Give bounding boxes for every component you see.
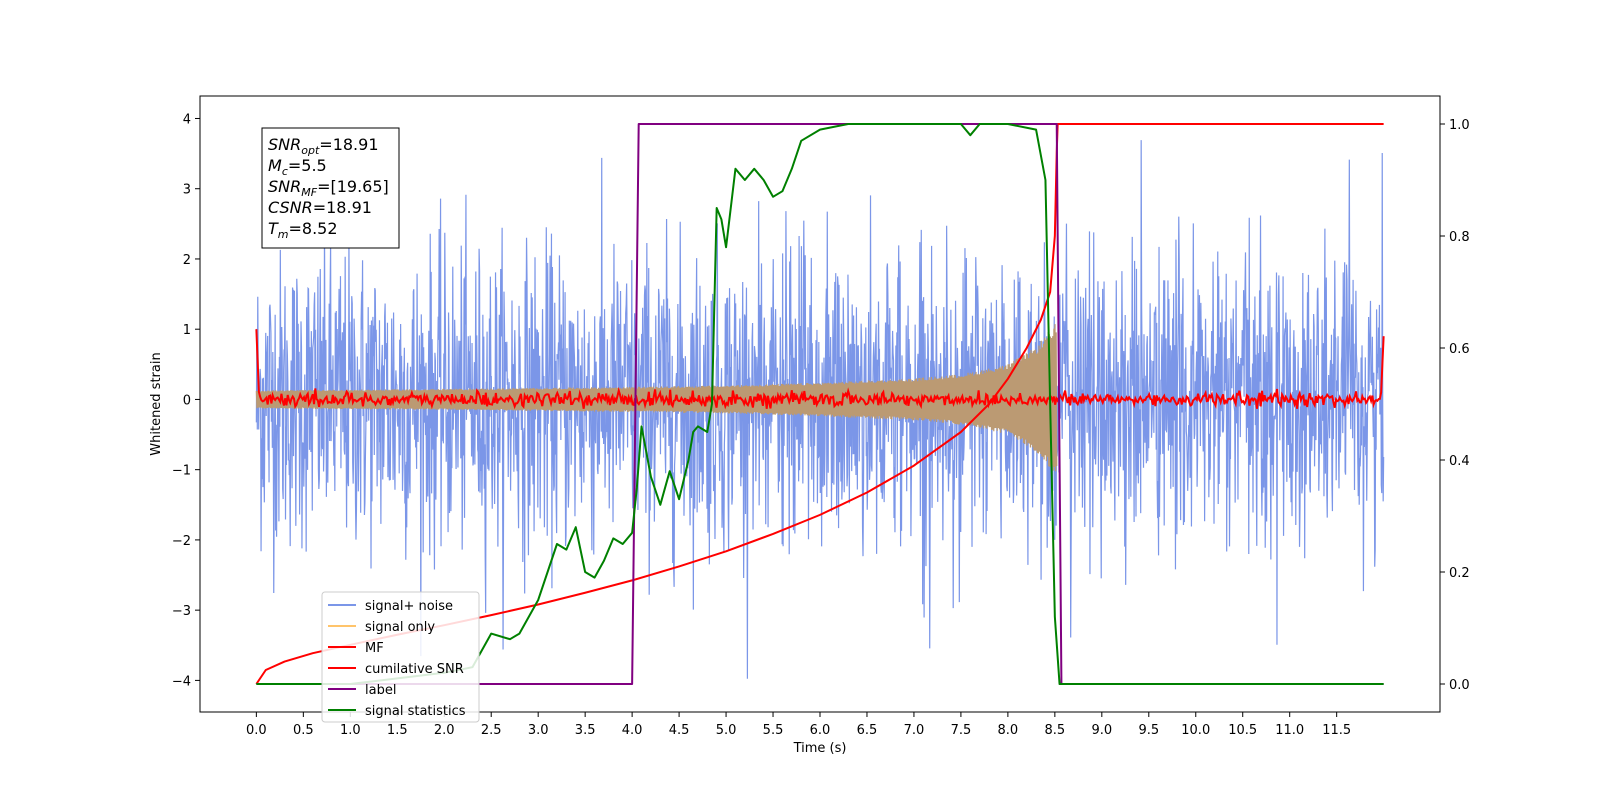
legend-label-mf: MF — [365, 641, 384, 656]
y-left-tick-label: 1 — [183, 323, 191, 338]
x-tick-label: 8.0 — [998, 723, 1019, 738]
legend-label-signal-statistics: signal statistics — [365, 704, 466, 719]
x-tick-label: 7.0 — [904, 723, 925, 738]
y-left-tick-label: 0 — [183, 393, 191, 408]
y-axis-left-ticks: 4 3 2 1 0 −1 −2 −3 −4 — [172, 112, 200, 689]
x-axis-label: Time (s) — [793, 741, 847, 756]
y-right-tick-label: 0.0 — [1449, 678, 1470, 693]
x-tick-label: 11.0 — [1275, 723, 1304, 738]
x-tick-label: 10.0 — [1181, 723, 1210, 738]
y-right-tick-label: 0.8 — [1449, 230, 1470, 245]
x-tick-label: 9.5 — [1138, 723, 1159, 738]
x-tick-label: 8.5 — [1045, 723, 1066, 738]
y-left-tick-label: −4 — [172, 674, 191, 689]
x-tick-label: 4.0 — [622, 723, 643, 738]
series-signal-statistics — [256, 123, 1384, 685]
snr-info-line: SNRMF=[19.65] — [268, 177, 389, 199]
snr-info-box-frame — [261, 127, 400, 249]
legend-label-signal-noise: signal+ noise — [365, 599, 453, 614]
x-axis-ticks: 0.0 0.5 1.0 1.5 2.0 2.5 3.0 3.5 4.0 4.5 5.0 5.5 6.0 6… — [246, 712, 1351, 738]
x-tick-label: 1.0 — [340, 723, 361, 738]
y-right-tick-label: 0.2 — [1449, 566, 1470, 581]
snr-info-line: Mc=5.5 — [268, 156, 327, 178]
legend-frame — [321, 591, 480, 723]
y-left-tick-label: −1 — [172, 464, 191, 479]
y-left-tick-label: −2 — [172, 534, 191, 549]
x-tick-label: 6.5 — [857, 723, 878, 738]
x-tick-label: 3.0 — [528, 723, 549, 738]
y-axis-left-label: Whitened strain — [149, 352, 164, 455]
x-tick-label: 6.0 — [810, 723, 831, 738]
legend-label-signal-only: signal only — [365, 620, 435, 635]
legend-label-label: label — [365, 683, 396, 698]
y-left-tick-label: 4 — [183, 112, 191, 127]
x-tick-label: 1.5 — [387, 723, 408, 738]
y-left-tick-label: 3 — [183, 183, 191, 198]
x-tick-label: 7.5 — [951, 723, 972, 738]
snr-info-box: SNRopt=18.91Mc=5.5SNRMF=[19.65]CSNR=18.9… — [261, 127, 400, 249]
x-tick-label: 2.5 — [481, 723, 502, 738]
y-right-tick-label: 0.4 — [1449, 454, 1470, 469]
x-tick-label: 4.5 — [669, 723, 690, 738]
snr-info-line: Tm=8.52 — [268, 219, 338, 241]
snr-info-line: CSNR=18.91 — [268, 198, 372, 217]
x-tick-label: 9.0 — [1091, 723, 1112, 738]
x-tick-label: 5.0 — [716, 723, 737, 738]
x-tick-label: 11.5 — [1322, 723, 1351, 738]
x-tick-label: 10.5 — [1228, 723, 1257, 738]
x-tick-label: 2.0 — [434, 723, 455, 738]
legend: signal+ noise signal only MF cumilative SNR… — [321, 591, 480, 723]
y-left-tick-label: −3 — [172, 604, 191, 619]
x-tick-label: 5.5 — [763, 723, 784, 738]
snr-info-line: SNRopt=18.91 — [268, 135, 379, 157]
series-mf — [255, 329, 1385, 410]
y-right-tick-label: 0.6 — [1449, 342, 1470, 357]
y-axis-right-ticks: 1.0 0.8 0.6 0.4 0.2 0.0 — [1440, 118, 1470, 693]
x-tick-label: 3.5 — [575, 723, 596, 738]
x-tick-label: 0.0 — [246, 723, 267, 738]
x-tick-label: 0.5 — [293, 723, 314, 738]
y-right-tick-label: 1.0 — [1449, 118, 1470, 133]
legend-label-cumilative-snr: cumilative SNR — [365, 662, 464, 677]
y-left-tick-label: 2 — [183, 253, 191, 268]
